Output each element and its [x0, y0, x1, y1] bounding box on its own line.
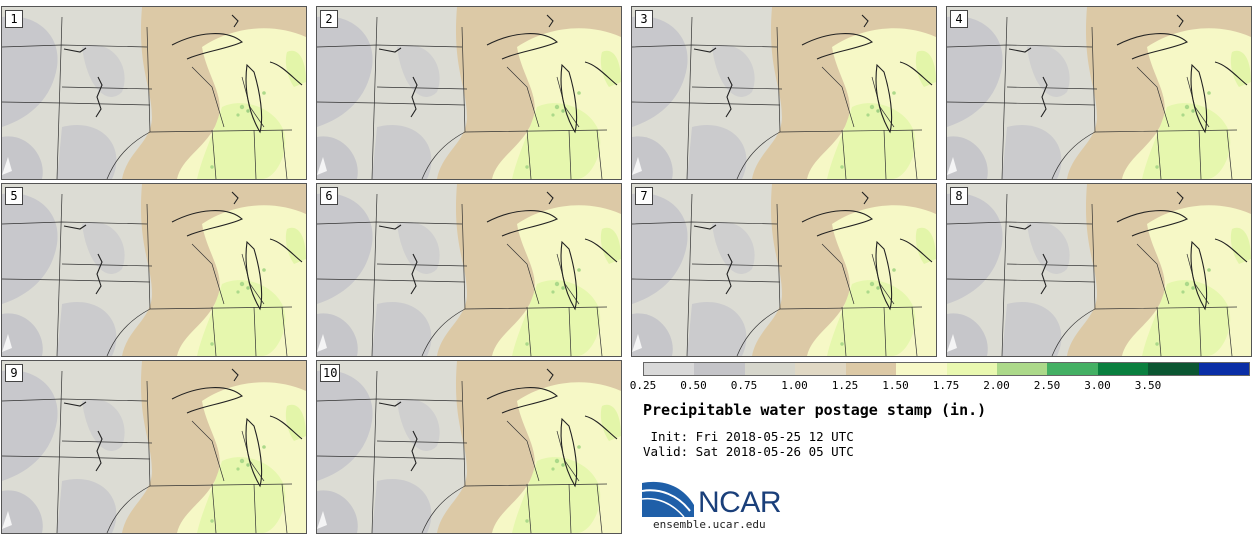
- colorbar-segment: [694, 363, 745, 375]
- colorbar-tick-label: 0.75: [730, 379, 758, 392]
- colorbar: [643, 362, 1250, 376]
- member-number-label: 3: [635, 10, 653, 28]
- precipitable-water-map: [947, 7, 1251, 179]
- logo-text: NCAR: [698, 486, 782, 519]
- precipitable-water-map: [317, 361, 621, 533]
- member-number-label: 6: [320, 187, 338, 205]
- colorbar-tick-label: 1.00: [781, 379, 808, 392]
- precipitable-water-map: [2, 184, 306, 356]
- precipitable-water-map: [632, 184, 936, 356]
- valid-time-label: Valid: Sat 2018-05-26 05 UTC: [643, 444, 854, 459]
- member-number-label: 1: [5, 10, 23, 28]
- precipitable-water-map: [2, 7, 306, 179]
- colorbar-tick-label: 1.75: [932, 379, 960, 392]
- member-number-label: 8: [950, 187, 968, 205]
- colorbar-segment: [946, 363, 997, 375]
- ensemble-member-map-9: 9: [1, 360, 307, 534]
- chart-title: Precipitable water postage stamp (in.): [643, 401, 987, 419]
- colorbar-tick-label: 3.50: [1134, 379, 1162, 392]
- colorbar-segment: [1097, 363, 1149, 375]
- ensemble-member-map-8: 8: [946, 183, 1252, 357]
- ensemble-member-map-3: 3: [631, 6, 937, 180]
- ensemble-member-map-4: 4: [946, 6, 1252, 180]
- colorbar-tick-label: 0.25: [629, 379, 657, 392]
- ncar-logo-icon: [642, 481, 694, 518]
- precipitable-water-map: [947, 184, 1251, 356]
- colorbar-tick-labels: 0.25 0.50 0.75 1.00 1.25 1.50 1.75 2.00 2.50 3.00…: [630, 379, 1249, 393]
- colorbar-segment: [1047, 363, 1098, 375]
- colorbar-tick-label: 0.50: [680, 379, 707, 392]
- member-number-label: 7: [635, 187, 653, 205]
- precipitable-water-map: [317, 184, 621, 356]
- member-number-label: 9: [5, 364, 23, 382]
- colorbar-tick-label: 3.00: [1084, 379, 1111, 392]
- colorbar-tick-label: 1.25: [831, 379, 859, 392]
- ensemble-member-map-2: 2: [316, 6, 622, 180]
- colorbar-segment: [744, 363, 796, 375]
- colorbar-segment: [1148, 363, 1199, 375]
- colorbar-segment: [795, 363, 846, 375]
- ensemble-member-map-6: 6: [316, 183, 622, 357]
- colorbar-segment: [845, 363, 897, 375]
- ensemble-member-map-10: 10: [316, 360, 622, 534]
- colorbar-segment: [996, 363, 1048, 375]
- colorbar-tick-label: 2.00: [983, 379, 1010, 392]
- init-time-label: Init: Fri 2018-05-25 12 UTC: [643, 429, 854, 444]
- logo-url: ensemble.ucar.edu: [653, 518, 766, 531]
- member-number-label: 4: [950, 10, 968, 28]
- colorbar-segment: [1198, 363, 1250, 375]
- ensemble-member-map-1: 1: [1, 6, 307, 180]
- colorbar-segment: [644, 363, 695, 375]
- colorbar-tick-label: 1.50: [882, 379, 909, 392]
- precipitable-water-map: [2, 361, 306, 533]
- colorbar-segment: [896, 363, 947, 375]
- ensemble-member-map-7: 7: [631, 183, 937, 357]
- precipitable-water-map: [632, 7, 936, 179]
- member-number-label: 10: [320, 364, 341, 382]
- member-number-label: 5: [5, 187, 23, 205]
- member-number-label: 2: [320, 10, 338, 28]
- ensemble-member-map-5: 5: [1, 183, 307, 357]
- colorbar-tick-label: 2.50: [1033, 379, 1061, 392]
- precipitable-water-map: [317, 7, 621, 179]
